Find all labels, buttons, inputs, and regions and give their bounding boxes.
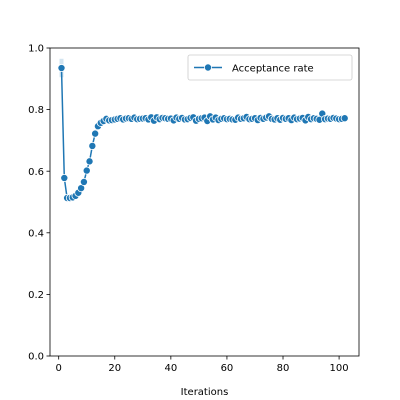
data-point (82, 166, 91, 175)
data-point (340, 114, 349, 123)
data-point (88, 141, 97, 150)
x-tick-label: 20 (108, 363, 121, 374)
y-tick-label: 0.4 (28, 228, 44, 239)
x-tick-label: 40 (164, 363, 177, 374)
legend-marker-swatch (203, 63, 212, 72)
x-tick-label: 80 (277, 363, 290, 374)
data-point (91, 129, 100, 138)
data-point (79, 177, 88, 186)
axes-frame (49, 47, 360, 357)
data-point (57, 64, 66, 73)
legend: Acceptance rate (187, 54, 353, 81)
x-tick-label: 0 (56, 363, 62, 374)
y-tick-label: 0.6 (28, 167, 44, 178)
series-layer (57, 58, 349, 202)
y-tick-label: 0.2 (28, 290, 44, 301)
x-tick-label: 100 (330, 363, 349, 374)
legend-box (187, 54, 353, 81)
data-point (85, 157, 94, 166)
x-tick-label: 60 (221, 363, 234, 374)
y-tick-label: 0.8 (28, 105, 44, 116)
legend-label: Acceptance rate (232, 64, 314, 75)
x-axis-label: Iterations (181, 387, 229, 398)
y-tick-label: 1.0 (28, 44, 44, 55)
data-point (60, 173, 69, 182)
y-tick-label: 0.0 (28, 352, 44, 363)
axes-layer: 0 20 40 60 80 100 0.0 0.2 0.4 0.6 0.8 1.0 (28, 44, 360, 374)
